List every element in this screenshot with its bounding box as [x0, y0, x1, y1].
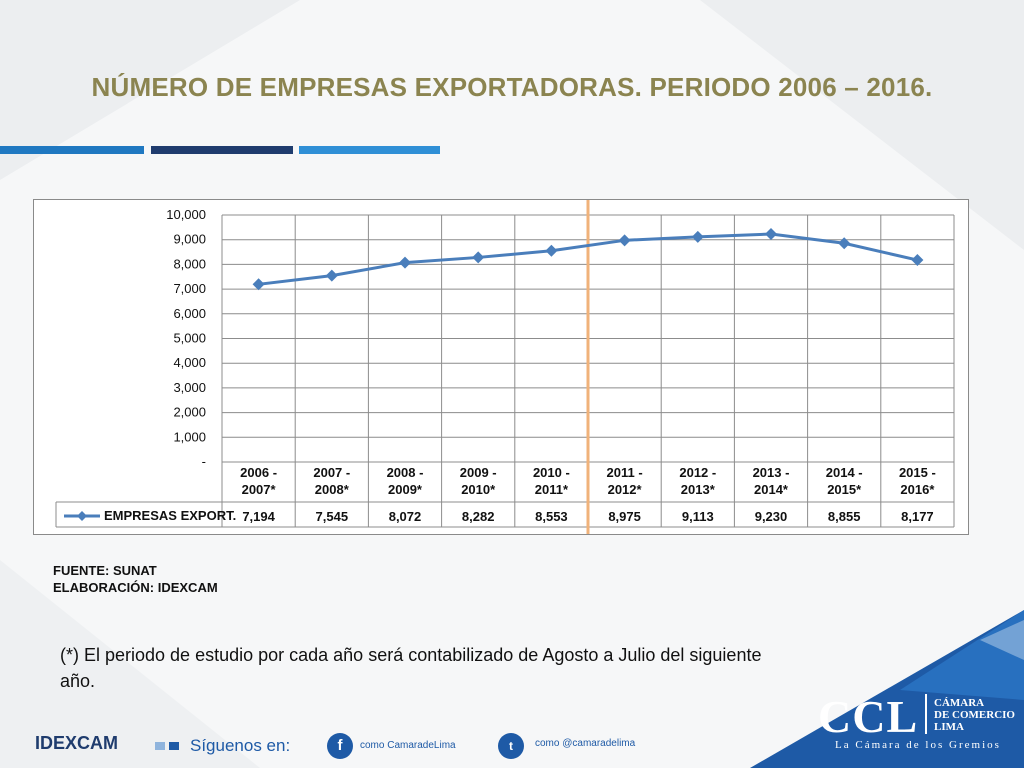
y-tick-label: 4,000 [173, 355, 206, 370]
accent-bar-3 [299, 146, 440, 154]
data-label: 9,113 [682, 509, 714, 524]
data-label: 8,282 [462, 509, 495, 524]
x-tick-label: 2007 - [313, 465, 350, 480]
decorative-bars [0, 146, 440, 154]
ccl-logo: CCL [818, 691, 919, 742]
data-point [911, 254, 924, 267]
x-tick-label: 2014 - [826, 465, 863, 480]
data-label: 8,975 [608, 509, 641, 524]
data-label: 7,194 [242, 509, 275, 524]
y-tick-label: 1,000 [173, 429, 206, 444]
x-tick-label: 2016* [900, 482, 935, 497]
elaboration-line: ELABORACIÓN: IDEXCAM [53, 580, 218, 595]
x-tick-label: 2014* [754, 482, 789, 497]
x-tick-label: 2007* [242, 482, 277, 497]
data-label: 9,230 [755, 509, 788, 524]
y-tick-label: 6,000 [173, 306, 206, 321]
data-label: 8,177 [901, 509, 934, 524]
y-tick-label: 3,000 [173, 380, 206, 395]
y-tick-label: 10,000 [166, 207, 206, 222]
data-point [399, 256, 411, 269]
series-line [258, 232, 918, 286]
data-label: 7,545 [316, 509, 349, 524]
x-tick-label: 2013 - [753, 465, 790, 480]
logo-divider [925, 694, 927, 734]
x-tick-label: 2012 - [679, 465, 716, 480]
data-label: 8,855 [828, 509, 861, 524]
data-point [838, 237, 851, 250]
accent-bar-1 [0, 146, 144, 154]
y-tick-label: 5,000 [173, 331, 206, 346]
facebook-icon[interactable]: f [327, 733, 353, 759]
legend-marker [77, 511, 87, 521]
ccl-name-line-3: LIMA [934, 721, 964, 733]
follow-squares-icon [155, 742, 179, 750]
y-tick-label: 2,000 [173, 405, 206, 420]
follow-us-label: Síguenos en: [190, 736, 291, 755]
x-tick-label: 2011* [535, 482, 569, 497]
y-tick-label: 8,000 [173, 256, 206, 271]
x-tick-label: 2008 - [387, 465, 424, 480]
data-point [472, 251, 485, 264]
ccl-tagline: La Cámara de los Gremios [835, 739, 1001, 751]
source-line: FUENTE: SUNAT [53, 563, 157, 578]
y-tick-label: 9,000 [173, 232, 206, 247]
ccl-name-line-2: DE COMERCIO [934, 709, 1015, 721]
page-title: NÚMERO DE EMPRESAS EXPORTADORAS. PERIODO… [91, 72, 933, 102]
x-tick-label: 2015 - [899, 465, 936, 480]
data-point [252, 278, 265, 291]
data-point [691, 230, 704, 243]
accent-bar-2 [151, 146, 293, 154]
chart-frame: - 1,000 2,000 3,000 4,000 5,000 6,000 7,000 8,00… [33, 199, 969, 535]
x-tick-label: 2010 - [533, 465, 570, 480]
x-tick-label: 2006 - [240, 465, 277, 480]
x-tick-label: 2015* [827, 482, 862, 497]
idexcam-logo: IDEXCAM [35, 733, 119, 753]
x-tick-label: 2012* [608, 482, 643, 497]
x-tick-label: 2009* [388, 482, 423, 497]
data-label: 8,553 [535, 509, 568, 524]
data-label: 8,072 [389, 509, 422, 524]
x-tick-label: 2008* [315, 482, 350, 497]
facebook-handle[interactable]: como CamaradeLima [360, 740, 456, 751]
x-tick-label: 2013* [681, 482, 716, 497]
x-tick-label: 2009 - [460, 465, 497, 480]
ccl-name-line-1: CÁMARA [934, 697, 985, 709]
footnote: (*) El periodo de estudio por cada año s… [60, 645, 762, 691]
y-tick-label: - [202, 454, 206, 469]
line-chart: - 1,000 2,000 3,000 4,000 5,000 6,000 7,000 8,00… [55, 200, 955, 534]
ccl-name: CÁMARA DE COMERCIO LIMA [934, 697, 1015, 733]
data-point [325, 269, 338, 282]
x-tick-label: 2010* [461, 482, 496, 497]
twitter-icon[interactable]: t [498, 733, 524, 759]
source-block: FUENTE: SUNAT ELABORACIÓN: IDEXCAM [53, 562, 218, 596]
x-tick-label: 2011 - [607, 465, 643, 480]
legend-label: EMPRESAS EXPORT. [104, 508, 236, 523]
data-point [765, 228, 777, 241]
twitter-handle[interactable]: como @camaradelima [535, 738, 636, 749]
data-point [618, 234, 631, 247]
y-tick-label: 7,000 [173, 281, 206, 296]
data-point [545, 244, 558, 257]
